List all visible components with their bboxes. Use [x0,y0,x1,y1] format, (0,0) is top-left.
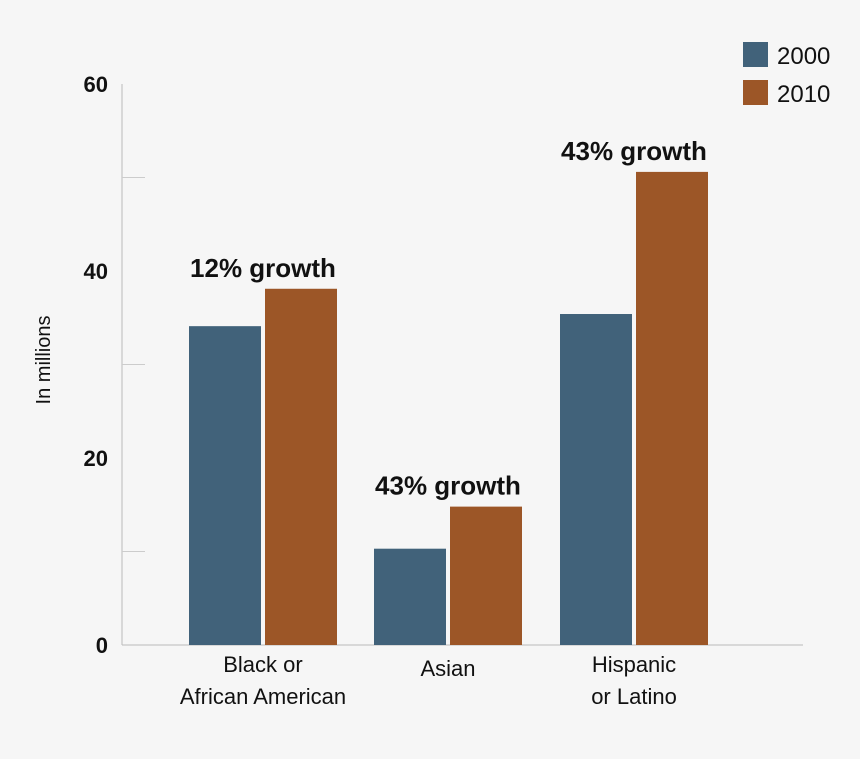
legend-swatch-2010 [743,80,768,105]
bar-2010 [265,288,337,645]
bar-2000 [374,548,446,645]
bar-2000 [560,314,632,645]
y-tick-label: 0 [96,633,108,658]
growth-annotation: 43% growth [561,136,707,166]
legend-label: 2000 [777,43,830,70]
x-category-label: Asian [420,656,475,681]
x-category-label: African American [180,684,346,709]
legend-swatch-2000 [743,42,768,67]
legend-label: 2010 [777,81,830,108]
bar-2000 [189,326,261,645]
growth-annotation: 43% growth [375,471,521,501]
x-category-label: or Latino [591,684,677,709]
y-axis-label: In millions [33,316,55,405]
bar-2010 [450,506,522,645]
x-category-label: Black or [223,652,302,677]
y-tick-label: 40 [84,259,108,284]
bar-2010 [636,171,708,645]
y-tick-label: 20 [84,446,108,471]
y-tick-label: 60 [84,72,108,97]
growth-annotation: 12% growth [190,253,336,283]
x-category-label: Hispanic [592,652,676,677]
